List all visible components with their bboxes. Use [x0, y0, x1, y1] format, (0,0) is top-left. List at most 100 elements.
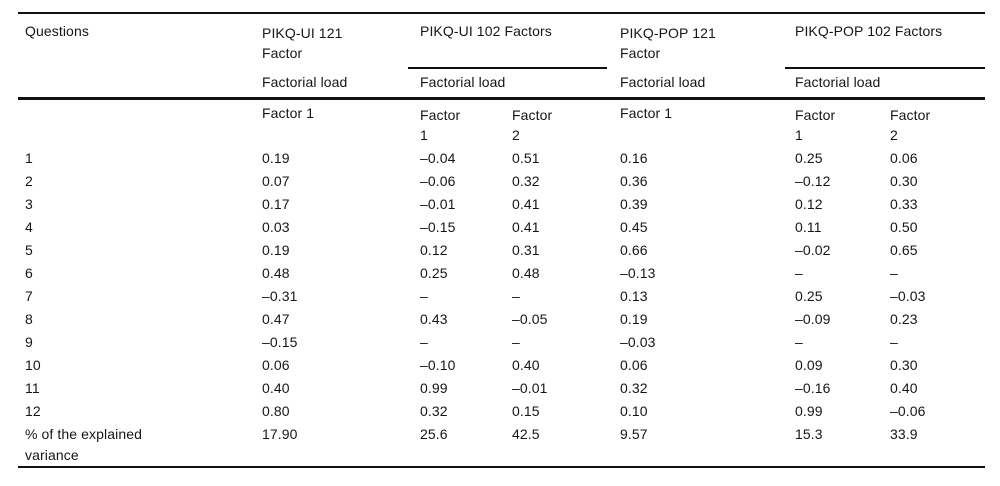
table-cell: –0.03 — [620, 334, 656, 350]
table-cell: 0.17 — [262, 196, 290, 212]
table-cell: 0.19 — [262, 150, 290, 166]
row-label: 3 — [25, 196, 33, 212]
table-header-load-row: Factorial load Factorial load Factorial … — [18, 68, 985, 100]
table-cell: 0.06 — [262, 357, 290, 373]
table-row-q11: 11 0.40 0.99 –0.01 0.32 –0.16 0.40 — [18, 378, 985, 401]
table-cell: –0.05 — [512, 311, 548, 327]
table-cell: 0.16 — [620, 150, 648, 166]
load-label-pikq-ui-121: Factorial load — [262, 68, 408, 100]
table-cell: –0.01 — [512, 380, 548, 396]
table-cell: – — [890, 265, 898, 281]
table-cell: 0.51 — [512, 150, 540, 166]
load-label-pikq-pop-121: Factorial load — [607, 68, 785, 100]
table-cell: – — [512, 334, 520, 350]
row-label: 6 — [25, 265, 33, 281]
row-label: 5 — [25, 242, 33, 258]
table-cell: 0.06 — [620, 357, 648, 373]
table-cell: 0.32 — [512, 173, 540, 189]
table-cell: 0.30 — [890, 173, 918, 189]
table-cell: 33.9 — [890, 426, 918, 442]
table-cell: 0.41 — [512, 196, 540, 212]
factor-header-ui102-f1: Factor 1 — [420, 106, 461, 143]
table-cell: 0.30 — [890, 357, 918, 373]
row-label: 8 — [25, 311, 33, 327]
table-cell: – — [890, 334, 898, 350]
factor-loadings-table: Questions PIKQ-UI 121 Factor PIKQ-UI 102… — [18, 12, 985, 468]
row-label: 1 — [25, 150, 33, 166]
row-label: 10 — [25, 357, 41, 373]
table-cell: –0.10 — [420, 357, 456, 373]
table-cell: –0.12 — [795, 173, 831, 189]
load-label-pikq-pop-102: Factorial load — [785, 68, 985, 100]
row-label: 7 — [25, 288, 33, 304]
table-cell: 0.40 — [512, 357, 540, 373]
table-cell: –0.03 — [890, 288, 926, 304]
row-label: % of the explained variance — [25, 426, 142, 463]
table-cell: 0.48 — [262, 265, 290, 281]
table-cell: 0.66 — [620, 242, 648, 258]
empty-cell — [18, 98, 262, 148]
table-cell: 0.99 — [795, 403, 823, 419]
group-header-pikq-ui-121: PIKQ-UI 121 Factor — [262, 25, 343, 61]
table-cell: 0.15 — [512, 403, 540, 419]
table-cell: 0.33 — [890, 196, 918, 212]
table-cell: 0.11 — [795, 219, 822, 235]
table-cell: 25.6 — [420, 426, 448, 442]
table-cell: 0.32 — [420, 403, 448, 419]
table-row-q4: 4 0.03 –0.15 0.41 0.45 0.11 0.50 — [18, 217, 985, 240]
table-row-q3: 3 0.17 –0.01 0.41 0.39 0.12 0.33 — [18, 194, 985, 217]
table-cell: 0.99 — [420, 380, 448, 396]
group-header-pikq-pop-102: PIKQ-POP 102 Factors — [785, 13, 985, 69]
table-cell: –0.15 — [420, 219, 456, 235]
table-cell: 15.3 — [795, 426, 823, 442]
table-cell: 0.10 — [620, 403, 648, 419]
table-cell: 42.5 — [512, 426, 540, 442]
table-row-explained-variance: % of the explained variance 17.90 25.6 4… — [18, 424, 985, 467]
row-label: 12 — [25, 403, 41, 419]
table-cell: – — [420, 334, 428, 350]
table-cell: 0.31 — [512, 242, 540, 258]
table-cell: 0.43 — [420, 311, 448, 327]
table-cell: –0.06 — [420, 173, 456, 189]
table-cell: 0.39 — [620, 196, 648, 212]
row-label: 4 — [25, 219, 33, 235]
factor-header-pop102-f2: Factor 2 — [890, 106, 931, 143]
table-header-group-row: Questions PIKQ-UI 121 Factor PIKQ-UI 102… — [18, 13, 985, 100]
table-cell: 0.47 — [262, 311, 290, 327]
row-label: 9 — [25, 334, 33, 350]
table-row-q9: 9 –0.15 – – –0.03 – – — [18, 332, 985, 355]
table-row-q12: 12 0.80 0.32 0.15 0.10 0.99 –0.06 — [18, 401, 985, 424]
table-cell: 0.40 — [262, 380, 290, 396]
table-cell: 0.80 — [262, 403, 290, 419]
load-label-pikq-ui-102: Factorial load — [408, 68, 607, 100]
table-row-q8: 8 0.47 0.43 –0.05 0.19 –0.09 0.23 — [18, 309, 985, 332]
table-cell: – — [795, 334, 803, 350]
table-cell: 0.25 — [420, 265, 448, 281]
table-cell: 9.57 — [620, 426, 648, 442]
table-cell: 0.12 — [795, 196, 823, 212]
table-cell: –0.04 — [420, 150, 456, 166]
table-cell: –0.09 — [795, 311, 831, 327]
table-cell: – — [512, 288, 520, 304]
table-cell: 0.03 — [262, 219, 290, 235]
factor-header-ui102-f2: Factor 2 — [512, 106, 553, 143]
table-cell: –0.16 — [795, 380, 831, 396]
row-label: 2 — [25, 173, 33, 189]
table-cell: –0.15 — [262, 334, 298, 350]
table-cell: 0.65 — [890, 242, 918, 258]
table-cell: 0.41 — [512, 219, 540, 235]
table-cell: –0.06 — [890, 403, 926, 419]
table-cell: 0.13 — [620, 288, 648, 304]
table-row-q1: 1 0.19 –0.04 0.51 0.16 0.25 0.06 — [18, 148, 985, 171]
table-cell: 0.06 — [890, 150, 918, 166]
table-row-q7: 7 –0.31 – – 0.13 0.25 –0.03 — [18, 286, 985, 309]
table-row-q10: 10 0.06 –0.10 0.40 0.06 0.09 0.30 — [18, 355, 985, 378]
group-header-pikq-ui-102: PIKQ-UI 102 Factors — [408, 13, 607, 69]
table-cell: –0.13 — [620, 265, 656, 281]
table-cell: 0.12 — [420, 242, 448, 258]
factor-header-pop121-f1: Factor 1 — [620, 104, 673, 121]
table-cell: 0.45 — [620, 219, 648, 235]
group-header-pikq-pop-121: PIKQ-POP 121 Factor — [620, 25, 716, 61]
table-row-q5: 5 0.19 0.12 0.31 0.66 –0.02 0.65 — [18, 240, 985, 263]
table-cell: 0.36 — [620, 173, 648, 189]
